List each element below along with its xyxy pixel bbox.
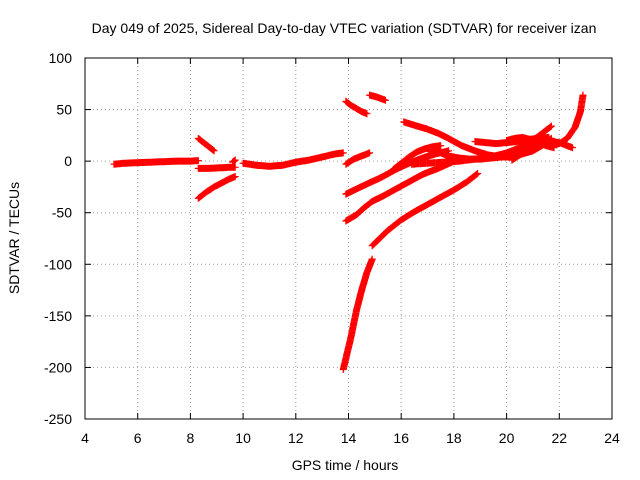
series-arc-10 — [339, 255, 376, 373]
x-tick-label: 24 — [604, 430, 620, 446]
series-arc-4 — [194, 173, 239, 202]
x-tick-label: 6 — [134, 430, 142, 446]
y-tick-label: -150 — [44, 308, 72, 324]
series-arc-12 — [342, 157, 458, 225]
x-axis-label: GPS time / hours — [292, 457, 399, 473]
data-marker-path — [368, 170, 482, 250]
x-tick-label: 4 — [81, 430, 89, 446]
data-marker-path — [342, 97, 371, 118]
x-tick-label: 12 — [288, 430, 304, 446]
x-tick-label: 10 — [235, 430, 251, 446]
grid-lines — [85, 58, 612, 419]
y-tick-label: 100 — [49, 50, 73, 66]
data-marker-path — [229, 156, 239, 166]
series-arc-8 — [342, 97, 371, 118]
series-arc-14 — [342, 149, 374, 168]
y-tick-label: 50 — [56, 102, 72, 118]
y-tick-label: -50 — [52, 205, 72, 221]
data-marker-path — [110, 157, 202, 168]
y-tick-label: -200 — [44, 359, 72, 375]
data-marker-path — [292, 149, 347, 166]
x-tick-label: 20 — [499, 430, 515, 446]
series-arc-3 — [194, 163, 239, 172]
series-arc-1 — [110, 157, 202, 168]
data-marker-path — [547, 91, 587, 149]
series-arc-2 — [194, 135, 218, 155]
series-arc-5 — [229, 156, 239, 166]
chart-title: Day 049 of 2025, Sidereal Day-to-day VTE… — [92, 20, 597, 36]
series-arc-9 — [366, 91, 389, 104]
data-marker-path — [342, 157, 458, 225]
series-arc-7 — [292, 149, 347, 166]
data-marker-path — [342, 149, 374, 168]
y-tick-label: 0 — [64, 153, 72, 169]
data-points — [110, 91, 587, 373]
data-marker-path — [366, 91, 389, 104]
axis-ticks: 4 6 8 10 12 14 16 18 20 22 24 -250 -200 -150 -100 -50 0 5… — [44, 50, 620, 446]
x-tick-label: 22 — [552, 430, 568, 446]
series-arc-11 — [368, 170, 482, 250]
data-marker-path — [194, 135, 218, 155]
x-tick-label: 18 — [446, 430, 462, 446]
series-arc-22 — [547, 91, 587, 149]
y-tick-label: -250 — [44, 411, 72, 427]
y-axis-label: SDTVAR / TECUs — [6, 182, 22, 294]
data-marker-path — [339, 255, 376, 373]
x-tick-label: 16 — [393, 430, 409, 446]
data-marker-path — [239, 158, 300, 170]
data-marker-path — [194, 163, 239, 172]
x-tick-label: 14 — [341, 430, 357, 446]
series-arc-6 — [239, 158, 300, 170]
x-tick-label: 8 — [187, 430, 195, 446]
y-tick-label: -100 — [44, 256, 72, 272]
data-marker-path — [194, 173, 239, 202]
